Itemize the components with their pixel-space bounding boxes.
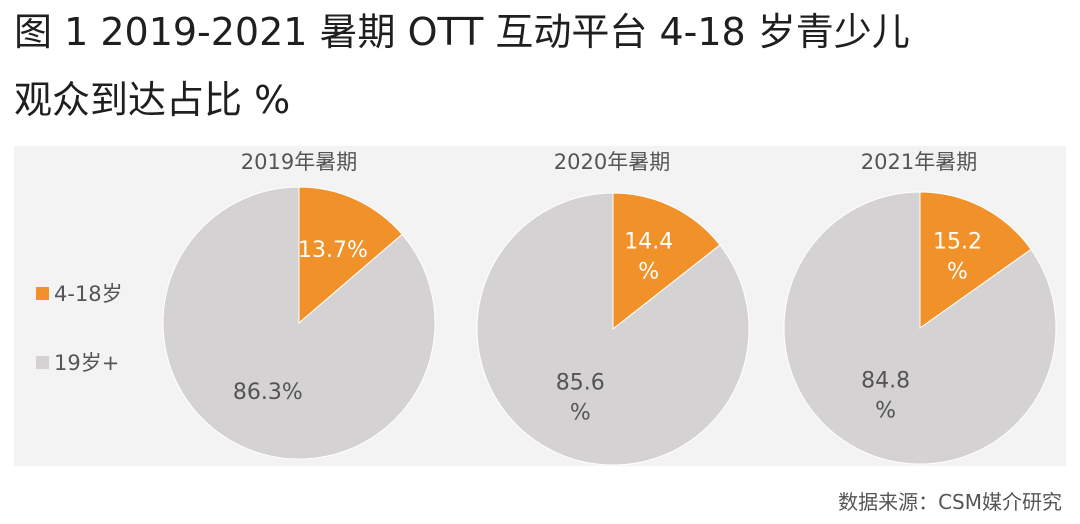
pie-data-label-line: % <box>570 400 591 425</box>
pie-chart-title: 2019年暑期 <box>241 150 357 174</box>
figure-title-line-1: 图 1 2019-2021 暑期 OTT 互动平台 4-18 岁青少儿 <box>14 10 910 54</box>
pie-data-label-line: 84.8 <box>861 368 910 393</box>
pie-slice-youth <box>919 191 1032 329</box>
pie-data-label-line: 13.7% <box>298 238 368 263</box>
legend-label-youth: 4-18岁 <box>54 282 123 306</box>
legend-item-youth: 4-18岁 <box>36 278 123 308</box>
pie-data-label-adult: 84.8% <box>861 368 910 423</box>
pie-chart-2: 14.4 %85.6 %2020年暑期 <box>476 150 750 466</box>
pie-data-label-line: 86.3% <box>233 380 303 405</box>
pie-data-label-line: % <box>875 398 896 423</box>
pie-chart-3: 15.2 %84.8 %2021年暑期 <box>783 150 1057 465</box>
pie-slice-youth <box>298 186 403 325</box>
legend-item-adult: 19岁+ <box>36 347 119 377</box>
pie-chart-1: 13.7% 86.3% 2019年暑期 <box>162 150 436 460</box>
pie-slice-adult <box>476 192 750 466</box>
pie-data-label-line: 85.6 <box>556 370 605 395</box>
pie-chart-title: 2020年暑期 <box>554 150 670 174</box>
pie-data-label-adult: 86.3% <box>233 380 303 405</box>
pie-data-label-adult: 85.6% <box>556 370 605 425</box>
pie-data-label-youth: 14.4% <box>624 230 673 285</box>
pie-data-label-line: % <box>638 260 659 285</box>
pie-data-label-youth: 15.2% <box>933 230 982 285</box>
legend-swatch-adult <box>36 355 49 369</box>
pie-data-label-line: % <box>947 260 968 285</box>
pie-data-label-line: 15.2 <box>933 230 982 255</box>
legend-label-adult: 19岁+ <box>54 351 120 375</box>
chart-panel: 4-18岁 19岁+ 13.7% 86.3% 2019年暑期 14.4% 85.6% 20… <box>14 146 1066 466</box>
pie-slice-adult <box>162 186 436 460</box>
data-source-note: 数据来源：CSM媒介研究 <box>838 490 1062 514</box>
legend-swatch-youth <box>36 286 49 300</box>
pie-slice-youth <box>612 192 721 331</box>
pie-data-label-youth: 13.7% <box>298 238 368 263</box>
pie-data-label-line: 14.4 <box>624 230 673 255</box>
figure-title-line-2: 观众到达占比 % <box>14 78 291 122</box>
pie-slice-adult <box>783 191 1057 465</box>
pie-chart-title: 2021年暑期 <box>861 150 977 174</box>
